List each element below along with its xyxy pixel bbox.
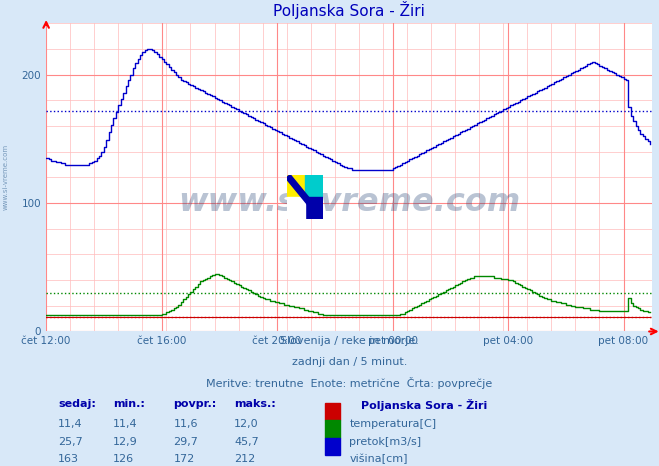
Text: 25,7: 25,7 <box>58 437 83 446</box>
Text: 212: 212 <box>234 454 255 464</box>
Text: pretok[m3/s]: pretok[m3/s] <box>349 437 421 446</box>
Text: 163: 163 <box>58 454 79 464</box>
Text: min.:: min.: <box>113 399 145 409</box>
Text: www.si-vreme.com: www.si-vreme.com <box>2 144 9 210</box>
Bar <box>304 175 323 197</box>
Text: 29,7: 29,7 <box>173 437 198 446</box>
Text: temperatura[C]: temperatura[C] <box>349 419 436 429</box>
FancyBboxPatch shape <box>325 420 340 438</box>
Text: višina[cm]: višina[cm] <box>349 454 408 465</box>
FancyBboxPatch shape <box>325 438 340 455</box>
Bar <box>287 175 304 197</box>
Bar <box>304 197 323 219</box>
FancyBboxPatch shape <box>325 403 340 420</box>
Text: Poljanska Sora - Žiri: Poljanska Sora - Žiri <box>361 399 488 411</box>
Text: Meritve: trenutne  Enote: metrične  Črta: povprečje: Meritve: trenutne Enote: metrične Črta: … <box>206 377 492 389</box>
Bar <box>287 197 304 219</box>
Text: 12,9: 12,9 <box>113 437 138 446</box>
Text: 172: 172 <box>173 454 194 464</box>
Text: zadnji dan / 5 minut.: zadnji dan / 5 minut. <box>291 356 407 367</box>
Text: www.si-vreme.com: www.si-vreme.com <box>178 186 521 218</box>
Text: 126: 126 <box>113 454 134 464</box>
Text: povpr.:: povpr.: <box>173 399 217 409</box>
Text: maks.:: maks.: <box>234 399 276 409</box>
Text: 12,0: 12,0 <box>234 419 259 429</box>
Title: Poljanska Sora - Žiri: Poljanska Sora - Žiri <box>273 1 425 20</box>
Text: sedaj:: sedaj: <box>58 399 96 409</box>
Text: 11,6: 11,6 <box>173 419 198 429</box>
Text: 11,4: 11,4 <box>113 419 138 429</box>
Text: 45,7: 45,7 <box>234 437 259 446</box>
Text: 11,4: 11,4 <box>58 419 83 429</box>
Text: Slovenija / reke in morje.: Slovenija / reke in morje. <box>280 336 418 347</box>
